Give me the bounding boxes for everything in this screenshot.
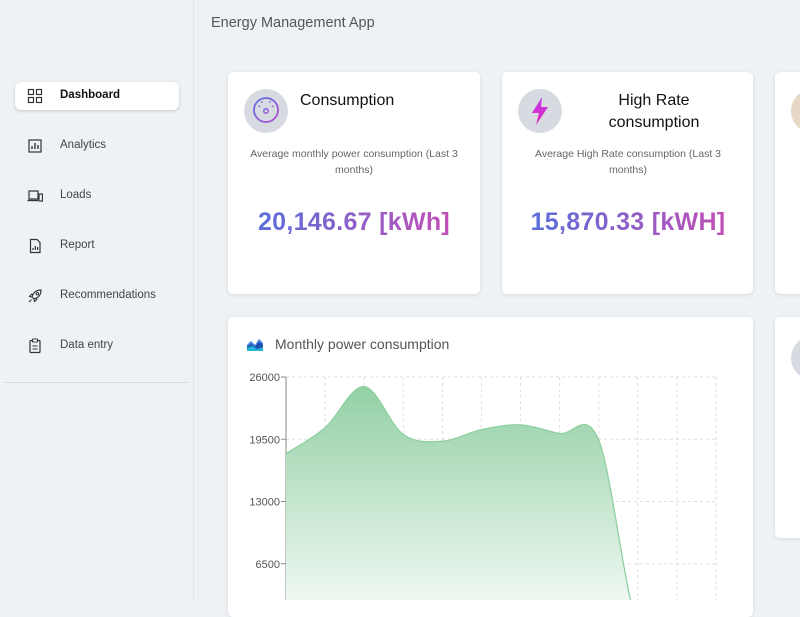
speedometer-icon <box>244 89 288 133</box>
sidebar-divider <box>4 382 189 383</box>
sidebar-item-loads[interactable]: Loads <box>15 182 179 210</box>
card-title: Consumption <box>300 92 395 109</box>
y-tick-label: 19500 <box>249 434 280 446</box>
card-description: Average monthly power consumption (Last … <box>250 148 458 176</box>
sidebar-item-label: Analytics <box>60 139 107 151</box>
y-tick-label: 6500 <box>256 559 280 571</box>
dashboard-grid-icon <box>27 88 43 104</box>
partial-card-icon <box>791 89 800 133</box>
partial-card <box>775 72 800 294</box>
sidebar-item-label: Data entry <box>60 339 114 351</box>
series-line <box>285 385 632 600</box>
monthly-consumption-chart: 26000 19500 13000 6500 <box>249 372 717 600</box>
high-rate-card: High Rate consumption Average High Rate … <box>502 72 753 294</box>
card-title: High Rate consumption <box>608 92 700 131</box>
app-title: Energy Management App <box>211 15 375 31</box>
partial-card <box>775 317 800 538</box>
sidebar: Dashboard Analytics Loads <box>0 0 194 600</box>
sidebar-item-label: Report <box>60 239 95 251</box>
area-fill <box>286 386 631 600</box>
partial-card-icon <box>791 336 800 380</box>
report-icon <box>29 238 41 254</box>
rocket-icon <box>28 289 42 303</box>
devices-icon <box>27 190 43 202</box>
consumption-card: Consumption Average monthly power consum… <box>228 72 480 294</box>
card-value: 15,870.33 [kWH] <box>502 208 754 237</box>
lightning-icon <box>518 89 562 133</box>
sidebar-nav: Dashboard Analytics Loads <box>15 82 179 382</box>
sidebar-item-label: Loads <box>60 189 92 201</box>
y-tick-label: 26000 <box>249 372 280 384</box>
sidebar-item-dashboard[interactable]: Dashboard <box>15 82 179 110</box>
card-value: 20,146.67 [kWh] <box>228 208 480 237</box>
sidebar-item-label: Dashboard <box>60 89 121 101</box>
sidebar-item-recommendations[interactable]: Recommendations <box>15 282 179 310</box>
bar-chart-icon <box>28 139 42 153</box>
card-description: Average High Rate consumption (Last 3 mo… <box>535 148 721 176</box>
sidebar-item-report[interactable]: Report <box>15 232 179 260</box>
clipboard-icon <box>29 338 41 354</box>
area-chart-icon <box>247 339 263 351</box>
chart-card: Monthly power consumption 26000 19500 1300… <box>228 317 753 617</box>
chart-title: Monthly power consumption <box>275 336 450 352</box>
sidebar-item-label: Recommendations <box>60 289 156 301</box>
sidebar-item-analytics[interactable]: Analytics <box>15 132 179 160</box>
sidebar-item-data-entry[interactable]: Data entry <box>15 332 179 360</box>
y-tick-label: 13000 <box>249 497 280 509</box>
